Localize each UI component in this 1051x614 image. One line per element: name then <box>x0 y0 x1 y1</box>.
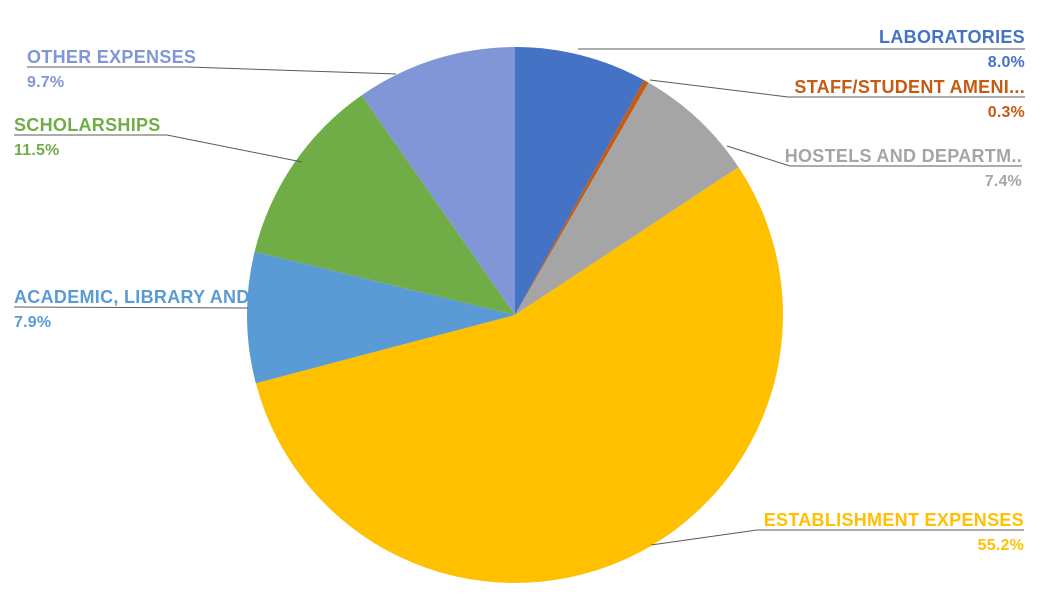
slice-percent: 7.4% <box>984 173 1022 190</box>
slice-label: OTHER EXPENSES <box>27 47 197 67</box>
slice-label: STAFF/STUDENT AMENI... <box>794 77 1025 97</box>
callout-establishment-expenses: ESTABLISHMENT EXPENSES 55.2% <box>764 510 1024 556</box>
slice-label: ACADEMIC, LIBRARY AND... <box>14 287 266 307</box>
callout-other-expenses: OTHER EXPENSES 9.7% <box>27 47 196 93</box>
callout-scholarships: SCHOLARSHIPS 11.5% <box>14 115 161 161</box>
pie-slice-establishment-expenses[interactable] <box>255 167 783 583</box>
callout-academic-library: ACADEMIC, LIBRARY AND... 7.9% <box>14 287 266 333</box>
callout-staff-student-amenities: STAFF/STUDENT AMENI... 0.3% <box>794 77 1025 123</box>
slice-percent: 7.9% <box>14 314 52 331</box>
pie-slice-laboratories[interactable] <box>515 47 645 315</box>
pie-slice-other-expenses[interactable] <box>361 47 515 315</box>
slice-percent: 9.7% <box>27 74 65 91</box>
pie-slices <box>246 47 783 583</box>
pie-slice-hostels-and-departm[interactable] <box>515 82 739 315</box>
slice-label: SCHOLARSHIPS <box>14 115 161 135</box>
leader-line-staff-student <box>649 79 1025 98</box>
slice-percent: 8.0% <box>987 54 1025 71</box>
leader-line-establishment <box>650 529 1024 546</box>
slice-label: LABORATORIES <box>879 27 1025 47</box>
slice-label: ESTABLISHMENT EXPENSES <box>763 510 1024 530</box>
leader-line-academic <box>13 306 249 309</box>
pie-slice-staff-student-ameni[interactable] <box>515 80 649 316</box>
leader-line-other <box>27 66 397 75</box>
leader-line-hostels <box>726 145 1022 167</box>
slice-label: HOSTELS AND DEPARTM.. <box>784 146 1022 166</box>
pie-slice-academic-library-and[interactable] <box>246 251 516 384</box>
pie-slice-scholarships[interactable] <box>254 95 515 315</box>
leader-lines <box>13 48 1025 546</box>
slice-percent: 55.2% <box>977 537 1024 554</box>
slice-percent: 11.5% <box>14 142 60 159</box>
leader-line-scholarships <box>14 134 303 163</box>
slice-percent: 0.3% <box>987 104 1025 121</box>
callout-hostels-departments: HOSTELS AND DEPARTM.. 7.4% <box>785 146 1022 192</box>
callout-laboratories: LABORATORIES 8.0% <box>879 27 1025 73</box>
